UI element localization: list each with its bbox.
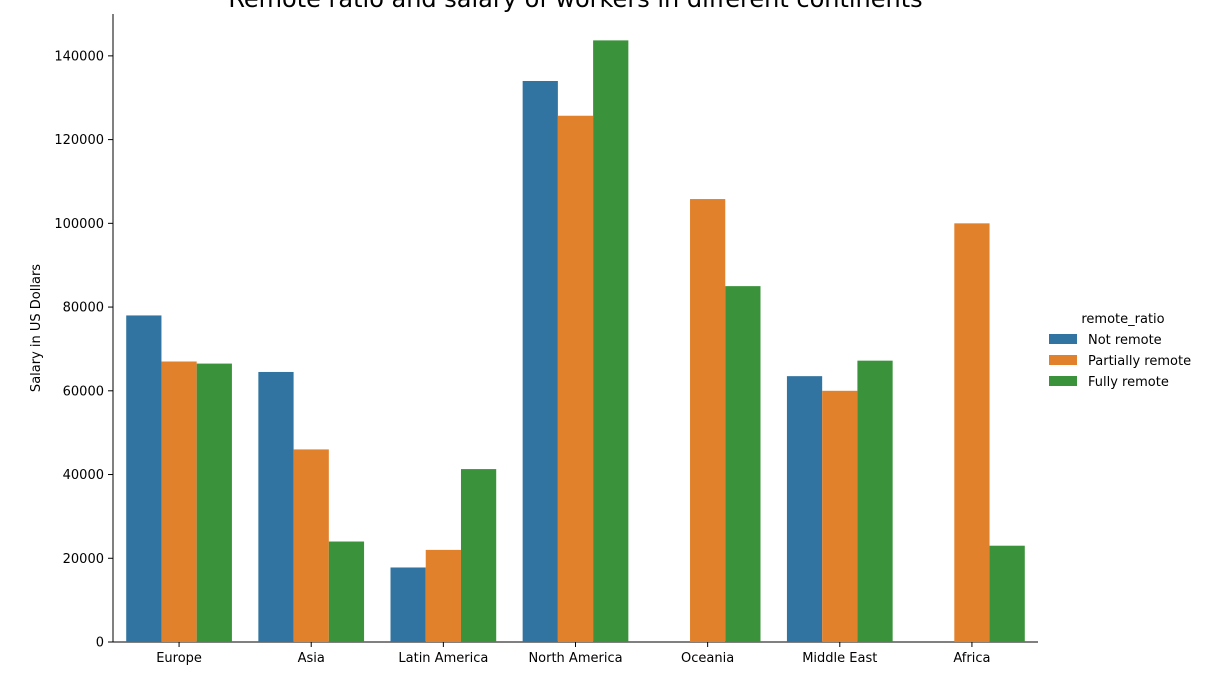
bar-not-remote-latin-america [390,567,426,642]
x-tick-label: Africa [953,651,990,666]
x-tick-label: Asia [298,651,325,666]
bar-not-remote-middle-east [786,376,823,642]
legend-swatch-not-remote [1049,334,1077,344]
bar-partially-remote-north-america [557,115,594,642]
plot-area: 0 20000 40000 60000 80000 100000 120000 140000 E… [54,14,1038,666]
bar-fully-remote-north-america [593,40,629,643]
bar-partially-remote-asia [293,449,329,642]
legend-title: remote_ratio [1081,312,1164,327]
bar-partially-remote-middle-east [822,390,858,642]
bar-fully-remote-europe [196,363,232,642]
y-tick-label: 0 [96,636,104,651]
y-tick-label: 80000 [63,301,104,316]
bar-not-remote-asia [258,371,294,642]
legend-label-partially-remote: Partially remote [1088,354,1191,369]
y-tick-label: 120000 [54,133,104,148]
y-tick-label: 20000 [63,552,104,567]
y-tick-label: 60000 [63,384,104,399]
legend-label-not-remote: Not remote [1088,333,1162,348]
chart-title: Remote ratio and salary of workers in di… [228,0,922,13]
bar-partially-remote-oceania [690,199,726,642]
legend-swatch-fully-remote [1049,376,1077,386]
bar-fully-remote-asia [328,541,365,642]
bar-not-remote-north-america [522,80,558,642]
y-tick-label: 40000 [63,468,104,483]
legend: remote_ratio Not remote Partially remote F… [1049,312,1191,390]
bar-partially-remote-europe [161,361,197,642]
bar-not-remote-europe [126,315,162,642]
bar-partially-remote-africa [954,223,990,643]
bar-fully-remote-africa [989,545,1025,642]
x-tick-label: North America [528,651,622,666]
legend-swatch-partially-remote [1049,355,1077,365]
bar-fully-remote-oceania [725,286,761,642]
x-tick-label: Europe [156,651,202,666]
x-tick-label: Latin America [398,651,488,666]
bar-fully-remote-latin-america [460,469,497,642]
x-tick-label: Middle East [802,651,877,666]
bar-partially-remote-latin-america [425,549,461,642]
y-tick-label: 140000 [54,49,104,64]
y-tick-label: 100000 [54,217,104,232]
y-axis-label: Salary in US Dollars [29,264,44,392]
bar-fully-remote-middle-east [857,360,893,642]
legend-label-fully-remote: Fully remote [1088,375,1169,390]
x-tick-label: Oceania [681,651,734,666]
